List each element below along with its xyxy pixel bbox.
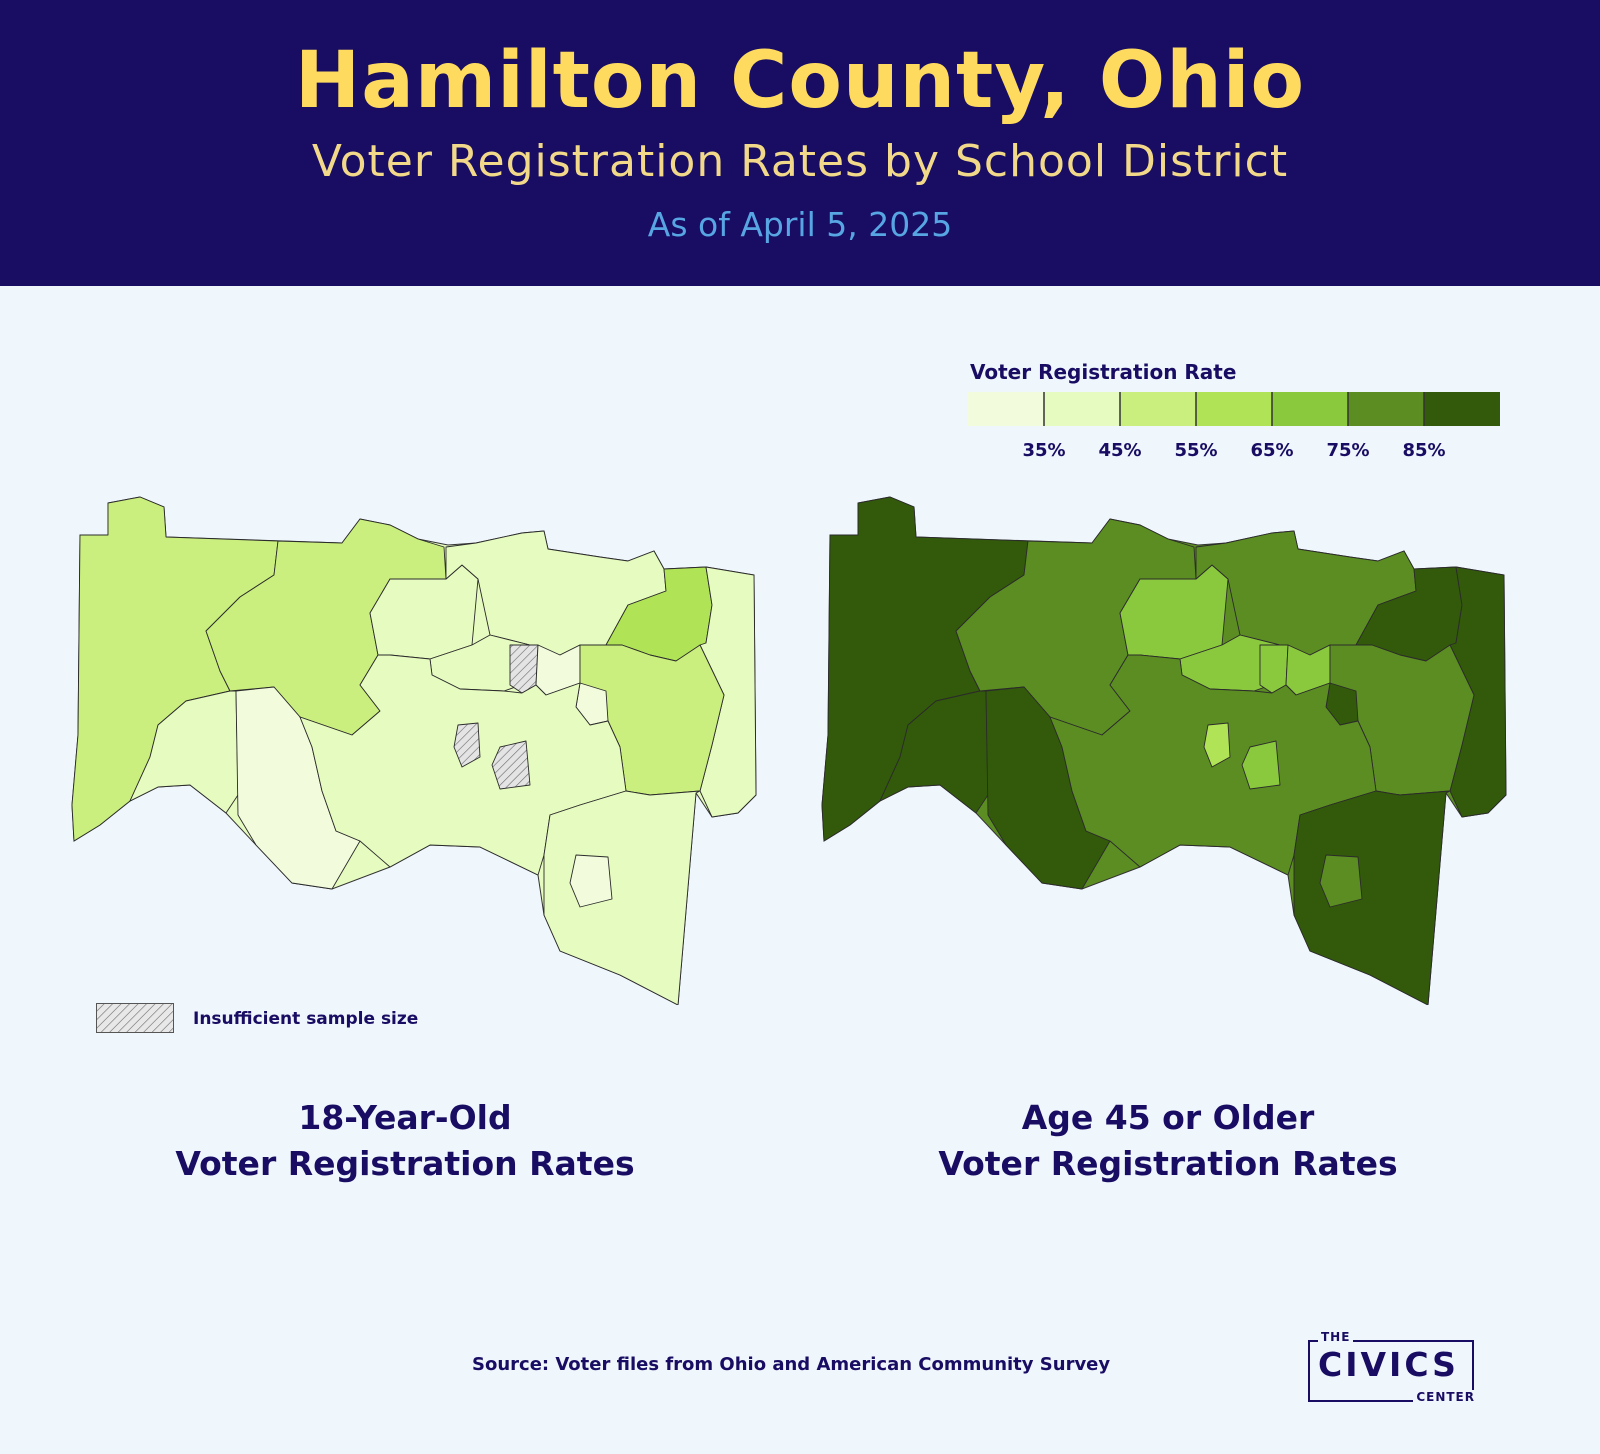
district-southeast-big [1293,790,1451,1005]
scale-swatch [1120,392,1196,426]
caption-right: Age 45 or Older Voter Registration Rates [848,1095,1488,1187]
scale-tick-label: 35% [1022,440,1065,461]
logo-frame [1308,1340,1474,1402]
color-scale-legend: 35% 45% 55% 65% 75% 85% [968,392,1500,461]
district-hatch-c [491,740,531,790]
district-southeast-enclave [1319,854,1363,908]
civics-center-logo: THE CIVICS CENTER [1308,1330,1478,1404]
district-hatch-b [453,722,481,768]
header-banner: Hamilton County, Ohio Voter Registration… [0,0,1600,286]
caption-left-line2: Voter Registration Rates [175,1144,635,1183]
map-18-year-old [71,496,757,1005]
hatch-legend-label: Insufficient sample size [193,1009,419,1029]
caption-left: 18-Year-Old Voter Registration Rates [85,1095,725,1187]
date-label: As of April 5, 2025 [647,205,953,244]
logo-civics: CIVICS [1318,1345,1459,1384]
scale-tick-label: 75% [1326,440,1369,461]
scale-tick-label: 85% [1402,440,1445,461]
legend-title: Voter Registration Rate [970,360,1237,384]
district-southeast-big [543,790,701,1005]
logo-center: CENTER [1413,1390,1478,1404]
logo-the: THE [1318,1330,1354,1344]
scale-swatch [968,392,1044,426]
scale-swatch [1196,392,1272,426]
district-hatch-c [1241,740,1281,790]
hatch-legend-swatch [96,1003,174,1033]
caption-right-line2: Voter Registration Rates [938,1144,1398,1183]
scale-swatch [1044,392,1120,426]
page-title: Hamilton County, Ohio [294,36,1306,126]
scale-tick-label: 55% [1174,440,1217,461]
source-note: Source: Voter files from Ohio and Americ… [472,1354,1111,1375]
map-age-45-older [821,496,1507,1005]
caption-right-line1: Age 45 or Older [1021,1098,1315,1137]
district-hatch-b [1203,722,1231,768]
caption-left-line1: 18-Year-Old [298,1098,512,1137]
scale-swatch [1272,392,1348,426]
scale-swatch [1348,392,1424,426]
scale-tick-label: 45% [1098,440,1141,461]
scale-swatch [1424,392,1500,426]
page-subtitle: Voter Registration Rates by School Distr… [311,136,1289,187]
scale-tick-label: 65% [1250,440,1293,461]
district-southeast-enclave [569,854,613,908]
